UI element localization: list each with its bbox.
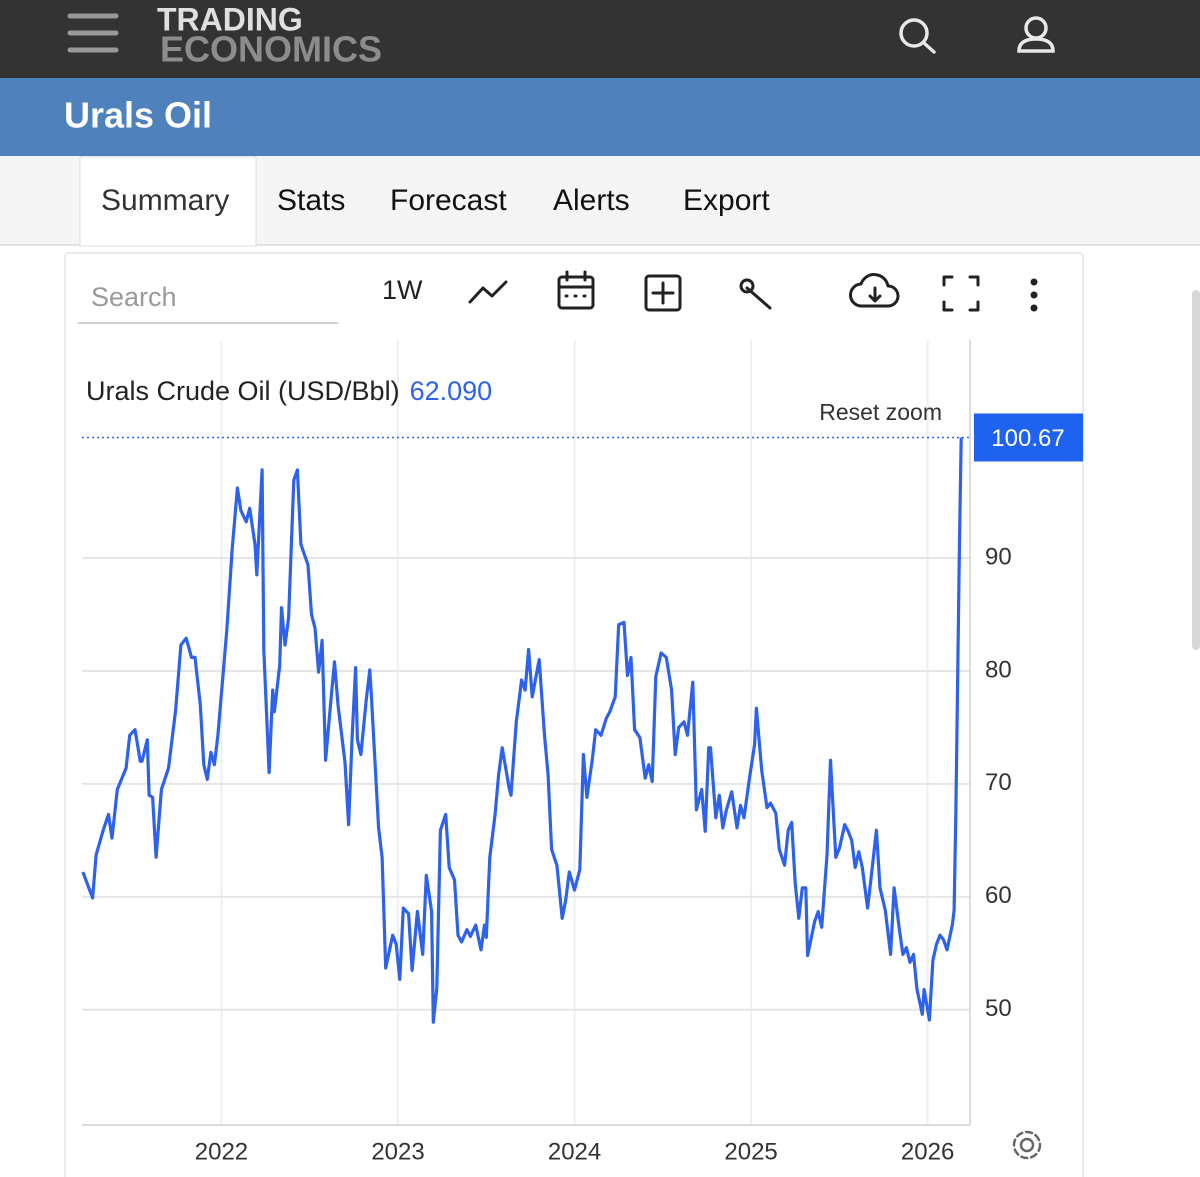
tab[interactable]: Stats (277, 184, 345, 217)
tab[interactable]: Forecast (390, 184, 507, 217)
logo-bottom[interactable]: ECONOMICS (160, 29, 382, 70)
reset-zoom-button[interactable]: Reset zoom (819, 399, 942, 425)
settings-tool-button[interactable] (739, 278, 772, 310)
search-button[interactable] (899, 18, 936, 54)
user-button[interactable] (1017, 16, 1055, 53)
y-tick-label: 90 (985, 543, 1012, 570)
y-tick-label: 70 (985, 769, 1012, 796)
tab[interactable]: Summary (101, 184, 229, 217)
fullscreen-button[interactable] (942, 275, 980, 312)
active-tab-bg (79, 156, 257, 247)
price-marker-label: 100.67 (991, 425, 1064, 452)
title-bar (0, 78, 1200, 156)
legend-value: 62.090 (410, 376, 493, 406)
tab[interactable]: Alerts (553, 184, 630, 217)
top-bar (0, 0, 1200, 78)
interval-button[interactable]: 1W (382, 275, 423, 305)
price-line (81, 437, 963, 1024)
x-tick-label: 2025 (724, 1138, 777, 1165)
search-input[interactable]: Search (91, 282, 177, 312)
date-button[interactable] (557, 270, 595, 310)
x-tick-label: 2024 (548, 1138, 601, 1165)
scrollbar (1192, 290, 1200, 650)
compare-button[interactable] (644, 274, 682, 312)
legend[interactable]: Urals Crude Oil (USD/Bbl) 62.090 (86, 376, 492, 406)
y-tick-label: 80 (985, 656, 1012, 683)
logo-top[interactable]: TRADING (157, 1, 303, 37)
download-button[interactable] (849, 273, 900, 308)
x-tick-label: 2022 (195, 1138, 248, 1165)
price-marker-box (974, 413, 1083, 462)
y-tick-label: 60 (985, 882, 1012, 909)
tab[interactable]: Export (683, 184, 770, 217)
x-tick-label: 2026 (901, 1138, 954, 1165)
more-button[interactable] (1030, 278, 1038, 312)
y-tick-label: 50 (985, 995, 1012, 1022)
chart-settings-button[interactable] (1012, 1130, 1042, 1160)
x-tick-label: 2023 (371, 1138, 424, 1165)
menu-button[interactable] (67, 13, 119, 53)
page-title: Urals Oil (64, 95, 212, 136)
legend-name: Urals Crude Oil (USD/Bbl) (86, 376, 400, 406)
chart-type-button[interactable] (468, 280, 508, 304)
